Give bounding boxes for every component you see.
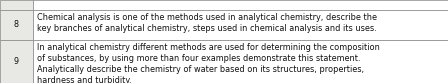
Bar — [33, 40, 448, 83]
Text: 9: 9 — [14, 57, 19, 66]
Bar — [0, 40, 33, 83]
Text: Chemical analysis is one of the methods used in analytical chemistry, describe t: Chemical analysis is one of the methods … — [37, 13, 377, 33]
Bar — [0, 0, 33, 10]
Bar — [33, 0, 448, 10]
Text: In analytical chemistry different methods are used for determining the compositi: In analytical chemistry different method… — [37, 43, 380, 83]
Text: 8: 8 — [14, 20, 19, 29]
Bar — [33, 10, 448, 40]
Bar — [0, 10, 33, 40]
